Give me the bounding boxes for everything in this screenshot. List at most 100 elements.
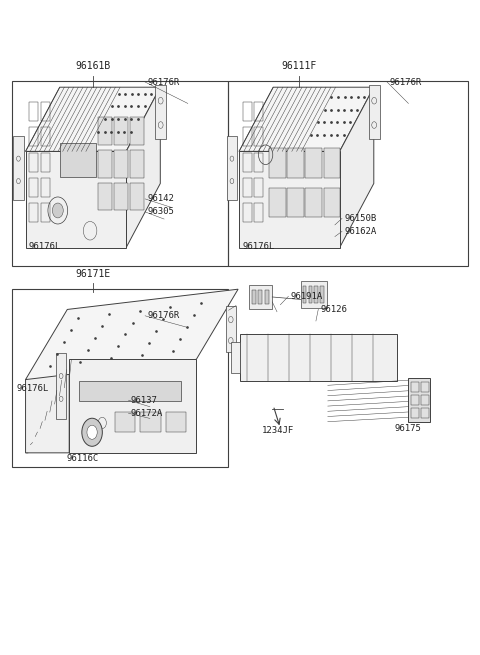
Bar: [41, 102, 50, 121]
Bar: [79, 381, 181, 402]
Polygon shape: [126, 87, 160, 248]
Text: 96176L: 96176L: [16, 384, 48, 393]
Bar: [324, 188, 340, 217]
Bar: [226, 305, 236, 352]
Bar: [141, 412, 161, 432]
Bar: [29, 127, 38, 146]
Bar: [97, 183, 112, 210]
Bar: [12, 81, 228, 266]
Text: 96162A: 96162A: [344, 227, 377, 236]
Bar: [41, 203, 50, 222]
Bar: [97, 117, 112, 145]
Bar: [305, 188, 322, 217]
Bar: [243, 127, 252, 146]
Bar: [227, 136, 237, 200]
Bar: [250, 285, 272, 309]
Text: 96305: 96305: [147, 208, 174, 216]
Bar: [243, 102, 252, 121]
Bar: [228, 81, 468, 266]
Text: 96142: 96142: [147, 195, 174, 204]
Bar: [252, 290, 256, 304]
Bar: [29, 203, 38, 222]
Bar: [240, 334, 396, 381]
Polygon shape: [25, 151, 126, 248]
Bar: [13, 136, 24, 200]
Bar: [130, 150, 144, 178]
Bar: [243, 203, 252, 222]
Bar: [29, 178, 38, 197]
Bar: [254, 153, 264, 172]
Text: 96161B: 96161B: [75, 61, 110, 71]
Bar: [410, 409, 419, 418]
Circle shape: [52, 203, 63, 218]
Text: 96176L: 96176L: [242, 242, 275, 252]
Bar: [305, 148, 322, 178]
Bar: [288, 148, 303, 178]
Bar: [166, 412, 186, 432]
Bar: [60, 143, 96, 177]
Circle shape: [87, 425, 97, 440]
Bar: [254, 203, 264, 222]
Bar: [115, 412, 135, 432]
Bar: [29, 102, 38, 121]
Text: 96176R: 96176R: [147, 311, 180, 320]
Bar: [155, 84, 166, 139]
Bar: [421, 395, 429, 405]
Text: 96171E: 96171E: [75, 269, 110, 279]
Bar: [231, 343, 240, 373]
Bar: [254, 102, 264, 121]
Bar: [114, 117, 128, 145]
Bar: [243, 178, 252, 197]
Bar: [41, 127, 50, 146]
Text: 96111F: 96111F: [282, 61, 317, 71]
Text: 96172A: 96172A: [131, 409, 163, 418]
Bar: [320, 286, 324, 303]
Bar: [254, 127, 264, 146]
Bar: [41, 153, 50, 172]
Bar: [41, 178, 50, 197]
Bar: [114, 150, 128, 178]
Polygon shape: [239, 87, 374, 151]
Bar: [130, 117, 144, 145]
Polygon shape: [25, 360, 69, 453]
Bar: [254, 178, 264, 197]
Bar: [410, 382, 419, 392]
Text: 96150B: 96150B: [344, 214, 377, 223]
Bar: [264, 290, 269, 304]
Bar: [243, 153, 252, 172]
Bar: [269, 188, 286, 217]
Text: 96126: 96126: [321, 305, 348, 314]
Bar: [12, 289, 228, 467]
Polygon shape: [69, 360, 196, 453]
Bar: [288, 188, 303, 217]
Bar: [56, 353, 66, 419]
Text: 96137: 96137: [131, 396, 158, 405]
Polygon shape: [25, 290, 238, 380]
Text: 96176R: 96176R: [147, 77, 180, 86]
Text: 96176R: 96176R: [389, 77, 422, 86]
Bar: [309, 286, 312, 303]
Bar: [29, 153, 38, 172]
Text: 1234JF: 1234JF: [262, 426, 295, 435]
Polygon shape: [340, 87, 374, 248]
Bar: [421, 382, 429, 392]
Bar: [421, 409, 429, 418]
Bar: [97, 150, 112, 178]
Bar: [303, 286, 306, 303]
Bar: [130, 183, 144, 210]
Bar: [408, 377, 430, 422]
Bar: [314, 286, 318, 303]
Text: 96176L: 96176L: [29, 242, 61, 252]
Polygon shape: [25, 87, 160, 151]
Bar: [114, 183, 128, 210]
Bar: [301, 281, 327, 308]
Bar: [410, 395, 419, 405]
Bar: [369, 84, 380, 139]
Bar: [269, 148, 286, 178]
Polygon shape: [239, 151, 340, 248]
Bar: [258, 290, 262, 304]
Circle shape: [82, 419, 102, 446]
Text: 96191A: 96191A: [291, 292, 323, 301]
Bar: [324, 148, 340, 178]
Text: 96116C: 96116C: [67, 454, 99, 463]
